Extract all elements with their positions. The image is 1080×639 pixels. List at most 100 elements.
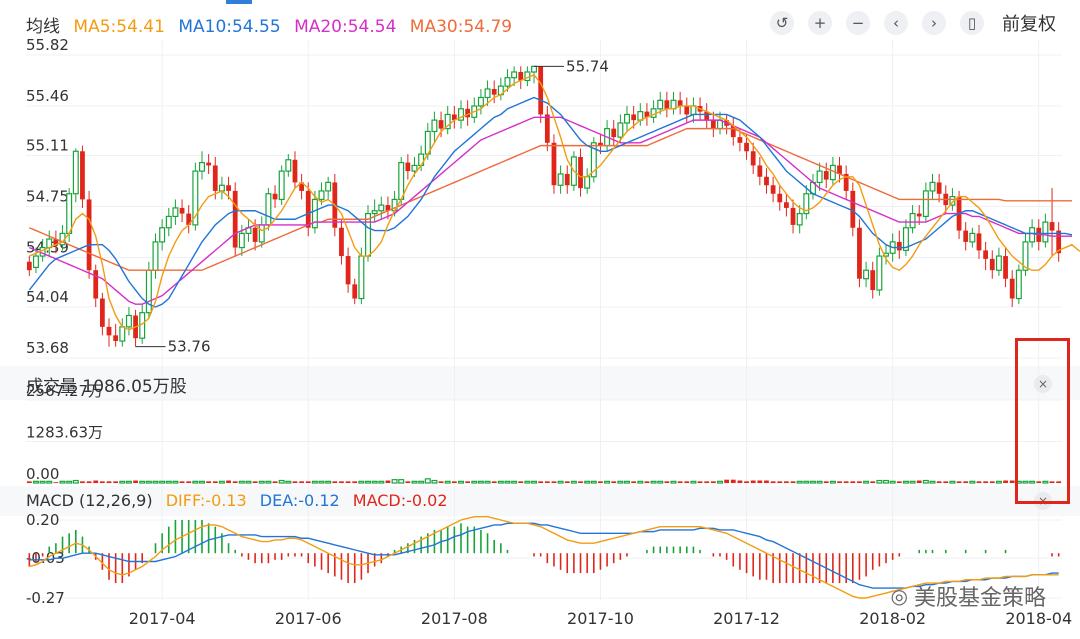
volume-bar <box>318 480 325 484</box>
volume-bar <box>238 480 245 484</box>
volume-bar <box>192 480 199 484</box>
candle-body <box>757 165 763 177</box>
candle-body <box>352 284 358 299</box>
volume-bar <box>604 480 611 484</box>
price-adjust-button[interactable]: 前复权 <box>1002 14 1056 35</box>
volume-bar <box>265 480 272 484</box>
volume-bar <box>883 479 890 484</box>
x-tick-label: 2017-12 <box>713 609 780 628</box>
volume-bar <box>684 481 690 483</box>
candle-body <box>198 162 205 172</box>
x-tick-label: 2017-06 <box>275 609 342 628</box>
volume-bar <box>916 480 922 483</box>
volume-bar <box>611 481 617 483</box>
volume-bar <box>66 480 73 484</box>
wechat-icon: ◎ <box>890 584 908 608</box>
candle-body <box>179 207 185 214</box>
volume-bar <box>837 481 842 483</box>
volume-bar <box>206 481 212 483</box>
volume-bar <box>803 480 810 484</box>
candle-body <box>823 171 829 180</box>
candle-body <box>863 269 870 280</box>
volume-bar <box>378 480 385 484</box>
volume-bar <box>133 480 138 483</box>
volume-bar <box>657 480 664 484</box>
volume-bar <box>1042 480 1049 484</box>
volume-bar <box>863 480 870 484</box>
candle-body <box>624 113 631 124</box>
x-tick-label: 2018-04 <box>1005 609 1072 628</box>
volume-bar <box>451 481 457 483</box>
price-tick-label: 55.46 <box>26 87 69 105</box>
candle-body <box>584 176 591 189</box>
undo-icon[interactable]: ↺ <box>770 11 794 35</box>
price-tick-label: 54.75 <box>26 188 69 206</box>
zoom-out-icon[interactable]: − <box>846 11 870 35</box>
watermark-text: 美股基金策略 <box>913 586 1046 611</box>
chevron-left-icon[interactable]: ‹ <box>884 11 908 35</box>
candle-body <box>159 227 166 243</box>
ma10-value: MA10:54.55 <box>178 17 281 37</box>
volume-bar <box>245 480 252 484</box>
candle-body <box>544 114 550 143</box>
watermark: ◎ 美股基金策略 <box>891 580 1046 612</box>
volume-bar <box>524 480 531 484</box>
candle-body <box>238 232 245 249</box>
volume-bar <box>1049 481 1055 483</box>
volume-bar <box>165 480 172 484</box>
volume-bar <box>631 481 637 483</box>
volume-close-icon[interactable]: × <box>1034 375 1052 393</box>
candle-body <box>850 190 856 228</box>
ma5-value: MA5:54.41 <box>73 17 165 37</box>
volume-tick-label: 1283.63万 <box>26 424 103 442</box>
volume-bar <box>637 480 644 484</box>
candlestick-icon[interactable]: ▯ <box>960 11 984 35</box>
volume-bar <box>677 481 683 483</box>
candle-body <box>803 193 810 215</box>
volume-bar <box>624 480 631 484</box>
volume-bar <box>995 480 1002 484</box>
volume-bar <box>365 480 372 484</box>
candle-body <box>1009 278 1015 299</box>
candle-body <box>936 182 942 194</box>
candle-body <box>916 213 922 217</box>
zoom-in-icon[interactable]: + <box>808 11 832 35</box>
volume-bar <box>551 481 557 483</box>
volume-bar <box>285 480 292 484</box>
volume-bar <box>212 481 218 483</box>
volume-bar <box>272 481 278 483</box>
volume-tick-label: 2567.27万 <box>26 382 103 400</box>
candle-body <box>172 207 179 218</box>
volume-bar <box>943 481 949 483</box>
candle-body <box>431 119 438 133</box>
candle-body <box>876 255 883 291</box>
volume-bar <box>305 481 311 483</box>
volume-bar <box>598 481 603 483</box>
candle-body <box>345 256 351 285</box>
candle-body <box>32 255 39 268</box>
volume-bar <box>431 479 438 484</box>
candle-body <box>258 224 265 243</box>
ma-legend: 均线 MA5:54.41 MA10:54.55 MA20:54.54 MA30:… <box>26 12 520 37</box>
volume-bar <box>311 480 318 484</box>
candle-body <box>969 232 976 243</box>
volume-bar <box>969 480 976 484</box>
candle-body <box>989 258 995 271</box>
candle-body <box>385 205 391 211</box>
volume-bar <box>770 481 776 483</box>
chevron-right-icon[interactable]: › <box>922 11 946 35</box>
candle-body <box>72 150 79 195</box>
volume-bar <box>564 481 570 483</box>
volume-bar <box>471 480 478 484</box>
candle-body <box>750 151 756 166</box>
volume-bar <box>424 478 431 484</box>
volume-bar <box>690 480 697 484</box>
candle-body <box>538 66 544 115</box>
candle-body <box>66 193 73 235</box>
x-tick-label: 2017-10 <box>567 609 634 628</box>
candle-body <box>902 227 909 251</box>
price-tick-label: 55.11 <box>26 137 69 155</box>
volume-bar <box>518 481 524 483</box>
candle-body <box>438 120 444 129</box>
